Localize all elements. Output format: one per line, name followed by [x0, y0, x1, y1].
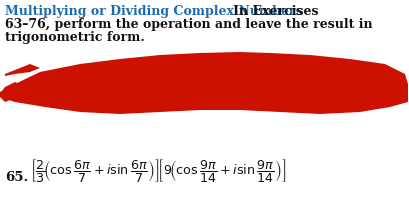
Polygon shape — [0, 52, 407, 114]
Text: 63–76, perform the operation and leave the result in: 63–76, perform the operation and leave t… — [5, 18, 372, 31]
Text: 65.: 65. — [5, 171, 28, 184]
Text: $\left[\dfrac{2}{3}\!\left(\cos\dfrac{6\pi}{7} + i\sin\dfrac{6\pi}{7}\right)\rig: $\left[\dfrac{2}{3}\!\left(\cos\dfrac{6\… — [30, 157, 285, 184]
Text: trigonometric form.: trigonometric form. — [5, 31, 144, 44]
Polygon shape — [5, 64, 40, 76]
Polygon shape — [0, 82, 25, 102]
Text: In Exercises: In Exercises — [220, 5, 318, 18]
Text: Multiplying or Dividing Complex Numbers: Multiplying or Dividing Complex Numbers — [5, 5, 302, 18]
